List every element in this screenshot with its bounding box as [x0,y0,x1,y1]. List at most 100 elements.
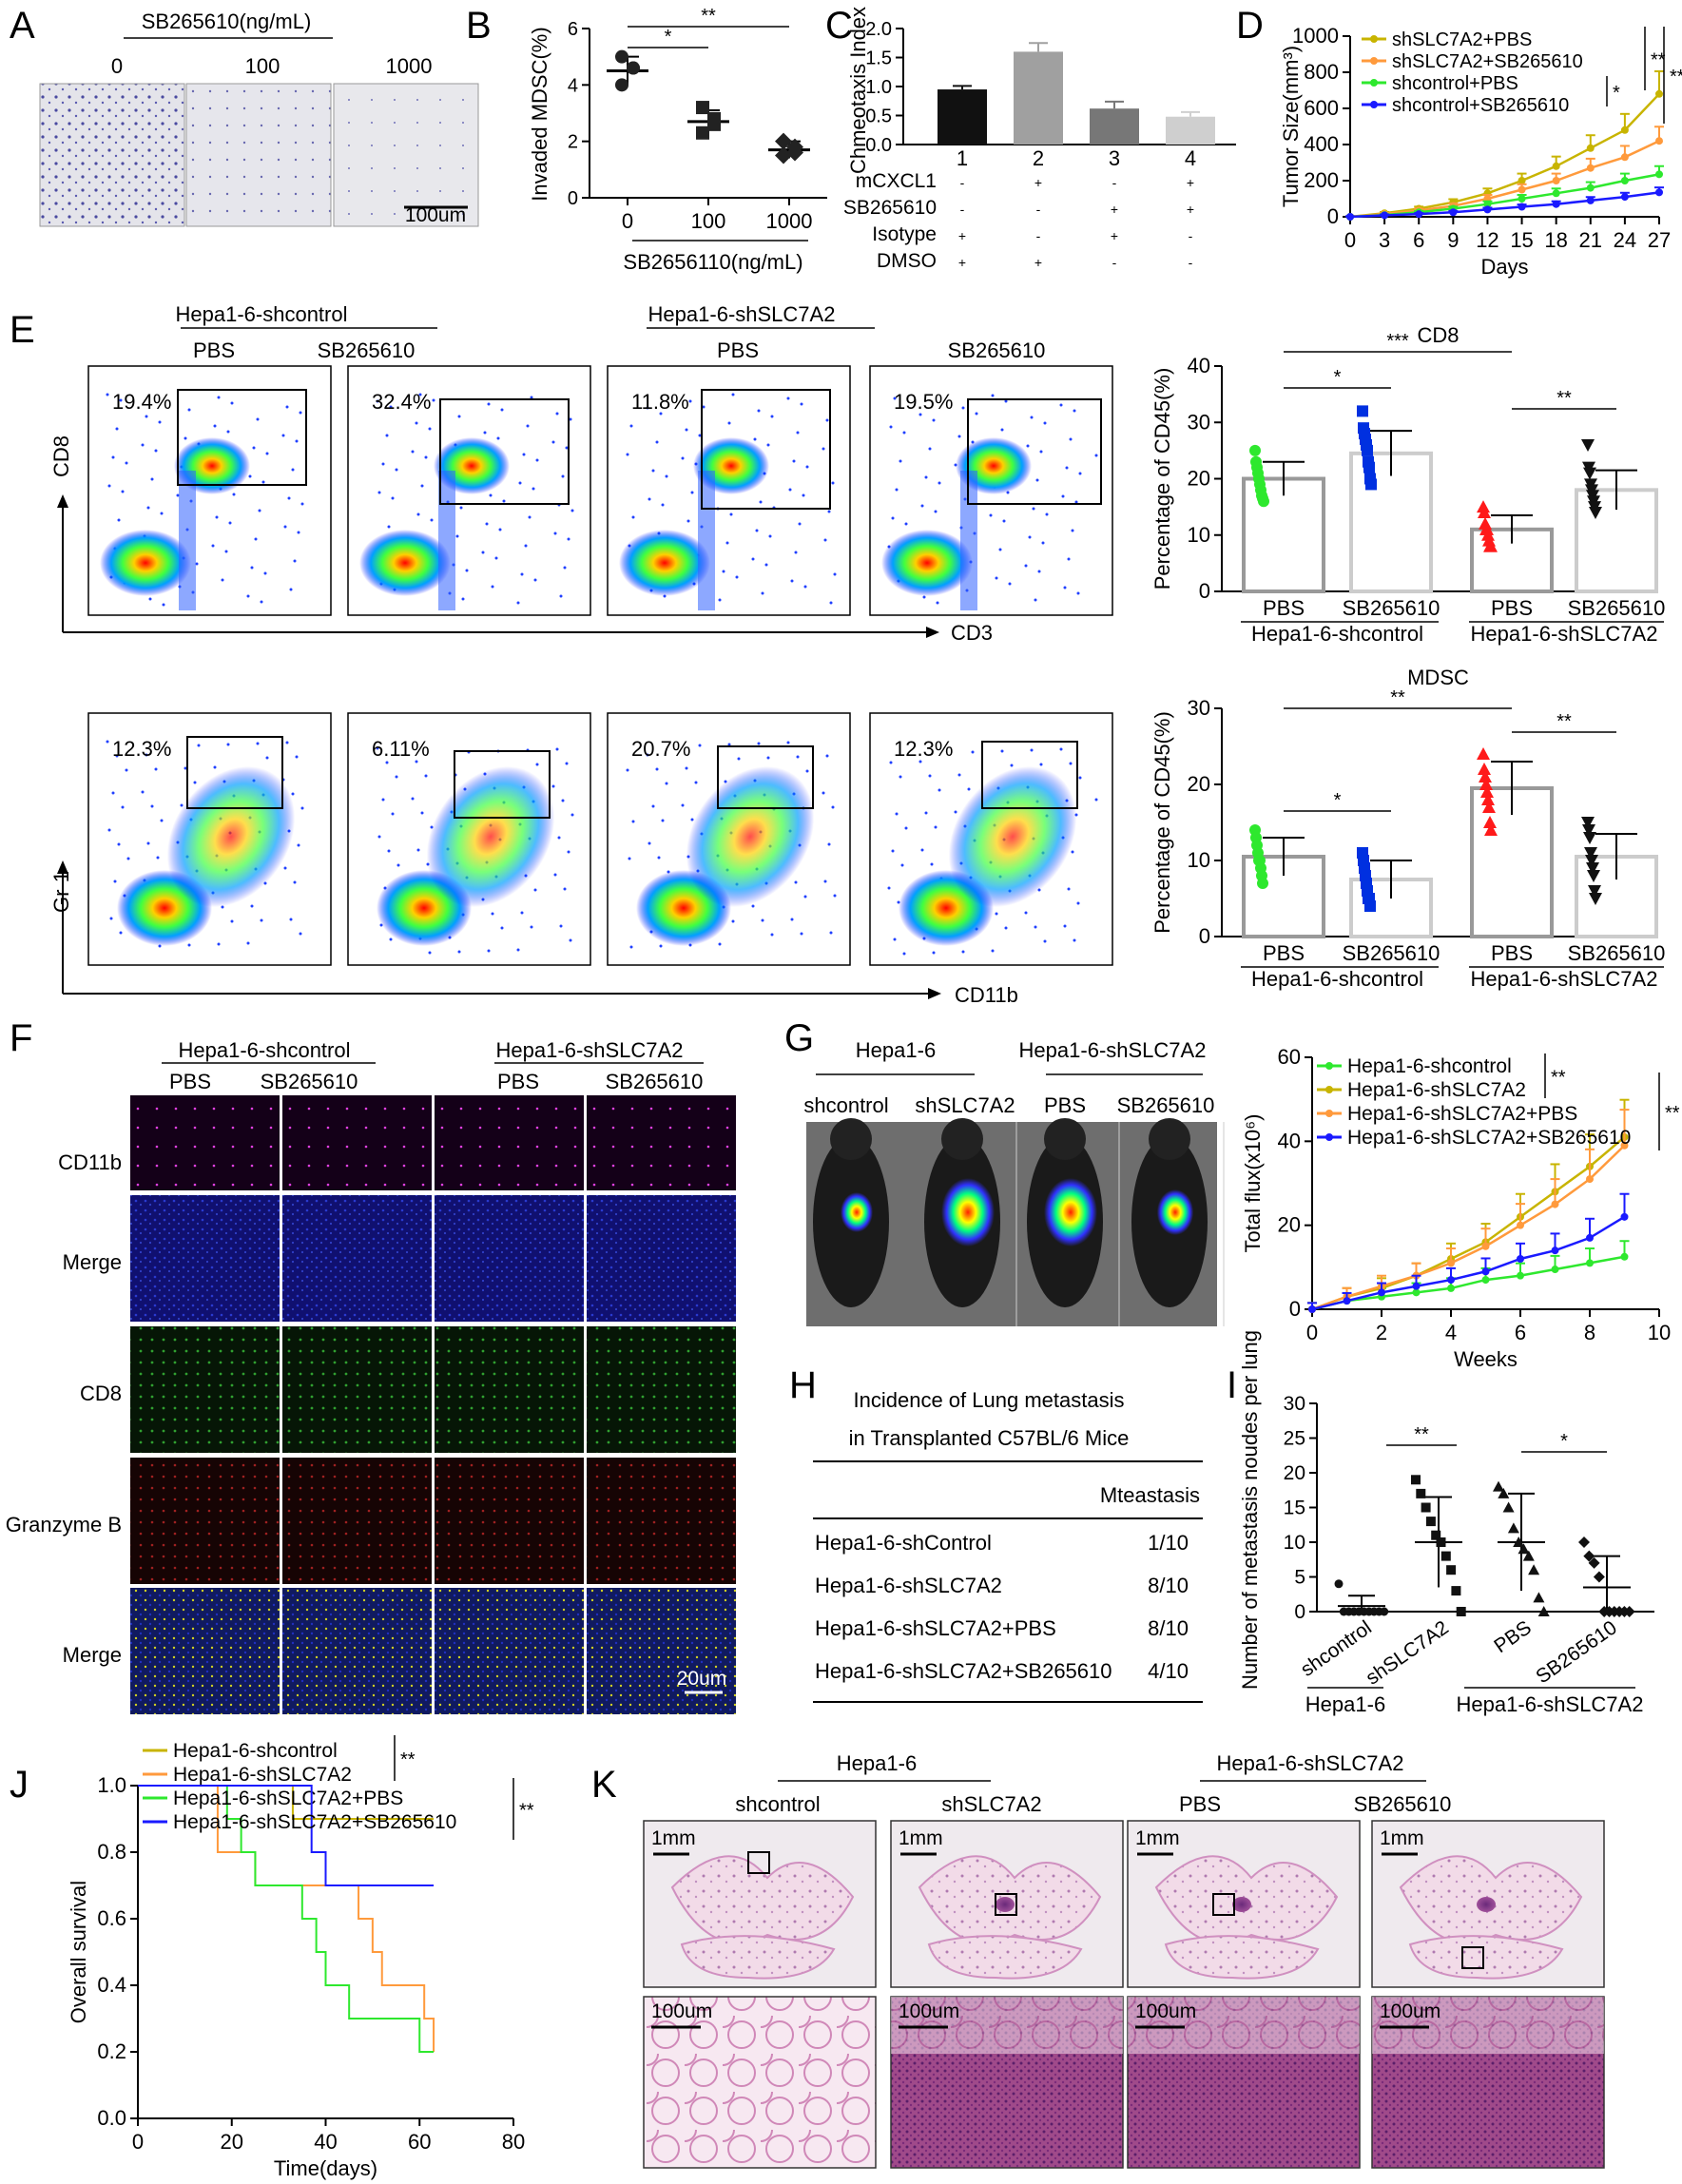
group-label: Hepa1-6-shSLC7A2 [1457,1692,1644,1716]
event-dot [226,743,230,746]
data-point [1440,1551,1451,1561]
data-point [1533,1592,1545,1603]
panel-h-title-1: Incidence of Lung metastasis [854,1388,1125,1412]
scalebar-label: 1mm [1380,1827,1424,1849]
panel-label-g: G [784,1017,814,1059]
legend-label: shSLC7A2+PBS [1392,29,1532,50]
y-tick-label: 1000 [1292,24,1339,48]
event-dot [685,428,688,432]
x-tick-label: SB265610 [1343,941,1440,965]
event-dot [430,518,434,522]
data-point [1587,870,1600,882]
x-tick-label: 9 [1447,228,1459,252]
significance-label: ** [1556,388,1572,409]
event-dot [975,412,978,416]
x-tick-label: SB265610 [1568,941,1666,965]
panel-label-k: K [591,1764,617,1806]
transwell-image-100 [185,83,332,227]
event-dot [1045,512,1049,516]
event-dot [516,601,520,605]
bar [1014,51,1063,145]
gate-box [439,398,570,505]
event-dot [385,761,389,764]
panel-f: Hepa1-6-shcontrol Hepa1-6-shSLC7A2 PBS S… [6,1038,736,1714]
data-point [1655,170,1663,179]
event-dot [1059,747,1063,751]
event-dot [491,585,494,589]
data-point [786,144,803,162]
legend-marker [1325,1086,1333,1093]
event-dot [829,931,833,935]
event-dot [381,462,385,466]
panel-h-table: Incidence of Lung metastasis in Transpla… [813,1388,1203,1703]
event-dot [702,405,706,409]
panel-label-j: J [10,1764,29,1806]
event-dot [928,774,932,778]
data-point [1481,793,1495,805]
event-dot [111,791,115,795]
event-dot [1002,519,1006,523]
legend-label: Hepa1-6-shSLC7A2+PBS [173,1788,403,1809]
event-dot [232,493,236,496]
event-dot [184,766,187,770]
event-dot [967,787,971,791]
data-point [1551,1200,1559,1208]
event-dot [395,775,398,779]
data-point [1586,184,1595,192]
micrograph-tile [130,1326,280,1453]
event-dot [1063,586,1067,589]
condition-mark: - [1189,228,1193,243]
event-dot [533,888,537,892]
lung-lobe [680,1935,836,1980]
data-point [1620,1252,1629,1261]
event-dot [481,551,485,554]
event-dot [922,595,926,599]
event-dot [528,515,532,519]
data-point [1583,467,1596,480]
significance-label: * [665,27,672,48]
event-dot [494,556,498,560]
event-dot [230,401,234,405]
series-line [1311,1144,1626,1311]
event-dot [646,753,649,757]
event-dot [465,569,469,572]
data-point [1431,1530,1441,1540]
data-point [1518,195,1526,203]
y-tick-label: 800 [1304,60,1339,84]
significance-label: ** [1670,67,1682,87]
zoom-region-box [747,1851,770,1874]
event-dot [432,398,435,402]
event-dot [768,534,772,538]
data-point [1484,539,1498,552]
event-dot [258,509,261,512]
y-tick-label: 0.6 [97,1906,126,1930]
event-dot [535,763,539,766]
transwell-image-0 [39,83,185,227]
legend-marker [1370,101,1378,108]
event-dot [121,490,125,493]
panel-k-group-left: Hepa1-6 [837,1751,917,1775]
series-line [1311,1215,1626,1311]
legend-label: Hepa1-6-shSLC7A2 [173,1764,352,1786]
micrograph-tile [282,1095,432,1190]
data-point [1308,1305,1316,1313]
data-point [1655,137,1663,145]
x-tick-label: 21 [1579,228,1602,252]
alveoli-region [891,1997,1123,2054]
event-dot [416,848,420,852]
event-dot [895,812,899,816]
event-dot [180,803,184,807]
event-dot [526,424,530,428]
event-dot [285,741,289,744]
gr1-axis-arrowhead [57,860,68,874]
micrograph-tile [282,1588,432,1714]
x-tick-label: 1000 [766,209,813,233]
y-tick-label: 0 [1199,579,1210,603]
x-tick-label: 15 [1510,228,1533,252]
event-dot [119,931,123,935]
y-tick-label: 2.0 [865,19,892,40]
event-dot [195,562,199,566]
event-dot [648,841,651,845]
data-point [1477,747,1490,760]
